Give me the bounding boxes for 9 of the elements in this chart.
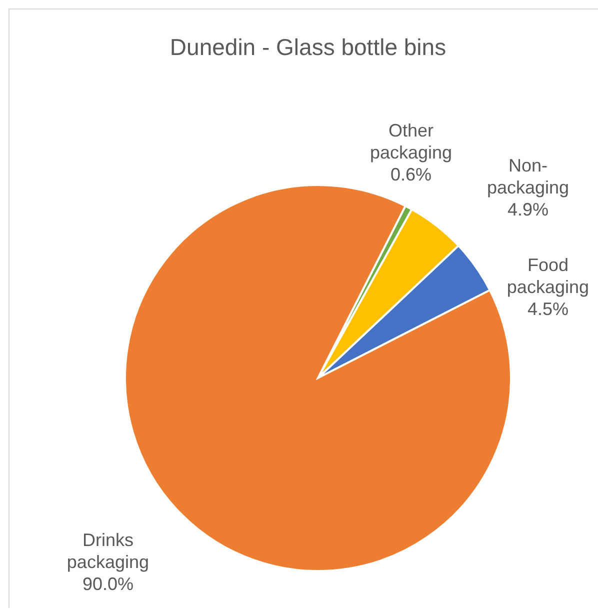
data-label: 90.0% bbox=[82, 574, 134, 594]
slice-label: Non-packaging bbox=[486, 155, 570, 198]
chart-title: Dunedin - Glass bottle bins bbox=[170, 34, 446, 60]
slice-label: Other packaging bbox=[370, 120, 452, 162]
slice-label: Food packaging bbox=[506, 254, 590, 297]
data-label: 4.5% bbox=[527, 298, 568, 319]
data-label: 4.9% bbox=[507, 199, 548, 220]
data-label: 0.6% bbox=[390, 164, 432, 184]
slice-label: Drinks packaging bbox=[66, 530, 150, 572]
